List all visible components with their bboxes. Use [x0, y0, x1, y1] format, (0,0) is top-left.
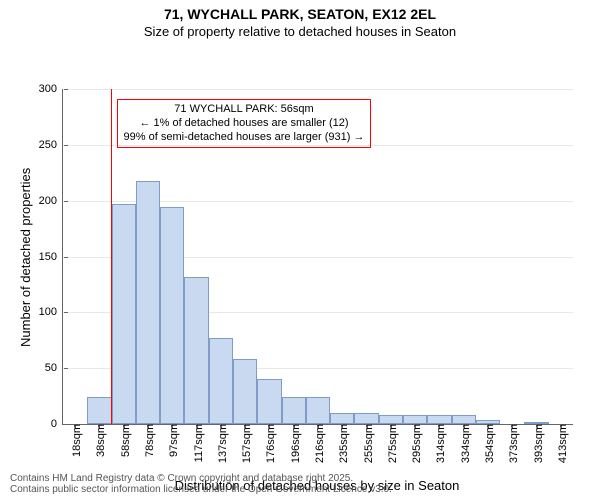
x-tick-label: 157sqm — [237, 424, 253, 463]
chart-title-main: 71, WYCHALL PARK, SEATON, EX12 2EL — [0, 6, 600, 22]
x-tick-label: 354sqm — [480, 424, 496, 463]
histogram-bar — [209, 338, 233, 424]
x-tick-label: 176sqm — [261, 424, 277, 463]
x-tick-label: 235sqm — [334, 424, 350, 463]
x-tick-label: 78sqm — [140, 424, 156, 457]
x-tick-label: 216sqm — [310, 424, 326, 463]
y-tick-label: 0 — [51, 418, 63, 430]
x-tick-label: 58sqm — [116, 424, 132, 457]
x-tick-label: 275sqm — [383, 424, 399, 463]
histogram-bar — [160, 207, 184, 424]
x-tick-label: 413sqm — [553, 424, 569, 463]
x-tick-label: 295sqm — [407, 424, 423, 463]
plot-area: 05010015020025030018sqm38sqm58sqm78sqm97… — [62, 89, 573, 425]
x-tick-label: 255sqm — [359, 424, 375, 463]
histogram-bar — [330, 413, 354, 424]
histogram-bar — [136, 181, 160, 424]
x-tick-label: 38sqm — [91, 424, 107, 457]
annotation-line: ← 1% of detached houses are smaller (12) — [124, 117, 365, 131]
x-tick-label: 314sqm — [431, 424, 447, 463]
chart-title-sub: Size of property relative to detached ho… — [0, 24, 600, 39]
x-tick-label: 117sqm — [189, 424, 205, 462]
y-tick-label: 50 — [45, 362, 63, 374]
histogram-bar — [306, 397, 330, 424]
histogram-bar — [379, 415, 403, 424]
footer-line-2: Contains public sector information licen… — [10, 484, 590, 495]
x-tick-label: 137sqm — [213, 424, 229, 463]
histogram-bar — [427, 415, 451, 424]
x-tick-label: 393sqm — [529, 424, 545, 463]
histogram-bar — [403, 415, 427, 424]
y-axis-label: Number of detached properties — [18, 167, 33, 346]
x-tick-label: 97sqm — [164, 424, 180, 457]
x-tick-label: 18sqm — [67, 424, 83, 457]
y-tick-label: 100 — [39, 306, 63, 318]
histogram-bar — [233, 359, 257, 424]
grid-line — [63, 89, 573, 90]
chart-title-block: 71, WYCHALL PARK, SEATON, EX12 2EL Size … — [0, 0, 600, 39]
y-tick-label: 150 — [39, 251, 63, 263]
y-tick-label: 250 — [39, 139, 63, 151]
histogram-bar — [257, 379, 281, 424]
histogram-bar — [184, 277, 208, 424]
x-tick-label: 196sqm — [286, 424, 302, 463]
histogram-bar — [282, 397, 306, 424]
histogram-bar — [112, 204, 136, 424]
x-tick-label: 334sqm — [456, 424, 472, 463]
annotation-line: 99% of semi-detached houses are larger (… — [124, 131, 365, 145]
annotation-line: 71 WYCHALL PARK: 56sqm — [124, 103, 365, 117]
y-tick-label: 200 — [39, 195, 63, 207]
annotation-box: 71 WYCHALL PARK: 56sqm← 1% of detached h… — [117, 99, 372, 148]
histogram-bar — [452, 415, 476, 424]
histogram-bar — [354, 413, 378, 424]
footer-line-1: Contains HM Land Registry data © Crown c… — [10, 473, 590, 484]
y-tick-label: 300 — [39, 83, 63, 95]
histogram-bar — [87, 397, 111, 424]
chart-footer: Contains HM Land Registry data © Crown c… — [0, 470, 600, 500]
x-tick-label: 373sqm — [504, 424, 520, 463]
property-marker-line — [111, 89, 112, 424]
